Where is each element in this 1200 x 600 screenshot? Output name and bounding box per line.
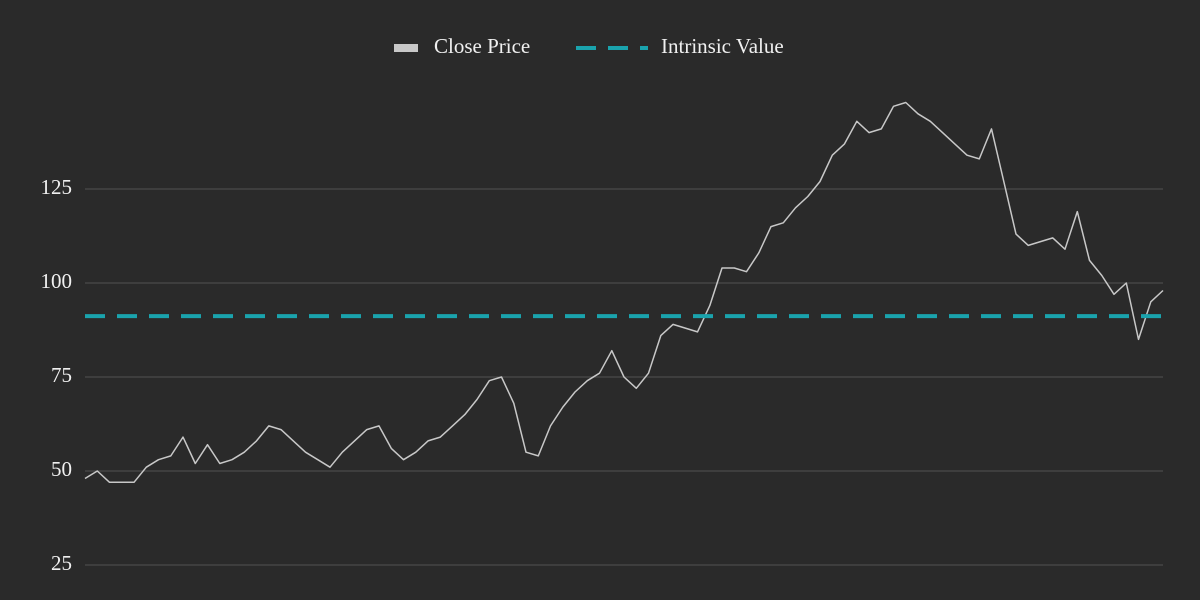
legend-swatch [394, 44, 418, 52]
legend-label: Close Price [434, 34, 530, 58]
y-tick-label: 75 [51, 363, 72, 387]
y-tick-label: 50 [51, 457, 72, 481]
price-line [84, 101, 1164, 484]
y-tick-label: 100 [41, 269, 73, 293]
legend-label: Intrinsic Value [661, 34, 784, 58]
y-tick-label: 125 [41, 175, 73, 199]
y-tick-label: 25 [51, 551, 72, 575]
